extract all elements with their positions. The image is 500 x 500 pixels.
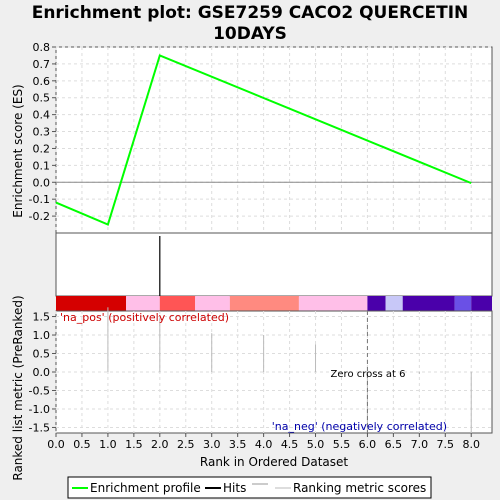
heatmap-segment-1 [126,296,160,311]
x-tick-label-10: 5.0 [307,438,325,451]
heatmap-segment-4 [230,296,299,311]
rank-y-tick-label-0: -1.5 [29,421,50,434]
es-y-axis-label: Enrichment score (ES) [11,84,25,217]
es-y-tick-label-10: 0.8 [33,41,51,54]
x-tick-label-15: 7.5 [437,438,455,451]
es-y-tick-label-0: -0.2 [29,210,50,223]
heatmap-segment-2 [160,296,195,311]
heatmap-segment-7 [386,296,403,311]
x-tick-label-13: 6.5 [385,438,403,451]
heatmap-segment-8 [403,296,455,311]
es-y-tick-label-3: 0.1 [33,159,51,172]
x-axis-label: Rank in Ordered Dataset [200,455,348,469]
x-tick-label-9: 4.5 [281,438,299,451]
rank-y-tick-label-6: 1.5 [33,311,51,324]
es-y-tick-label-8: 0.6 [33,75,51,88]
es-y-tick-label-2: 0.0 [33,176,51,189]
x-tick-label-6: 3.0 [203,438,221,451]
x-tick-label-1: 0.5 [73,438,91,451]
x-tick-label-3: 1.5 [125,438,143,451]
es-y-tick-label-6: 0.4 [33,109,51,122]
heatmap-segment-5 [299,296,368,311]
x-tick-label-4: 2.0 [151,438,169,451]
x-tick-label-7: 3.5 [229,438,247,451]
es-y-tick-label-9: 0.7 [33,58,51,71]
es-y-tick-label-4: 0.2 [33,142,51,155]
ranking-y-axis-label: Ranked list metric (PreRanked) [11,295,25,480]
x-tick-label-12: 6.0 [359,438,377,451]
chart-title-line-2: 10DAYS [213,24,287,44]
heatmap-segment-6 [367,296,385,311]
ranking-heatmap-bar [56,296,492,311]
x-tick-label-0: 0.0 [47,438,65,451]
es-y-tick-label-1: -0.1 [29,193,50,206]
rank-y-tick-label-5: 1.0 [33,329,51,342]
negative-correlation-label: 'na_neg' (negatively correlated) [272,420,447,433]
rank-y-tick-label-1: -1.0 [29,403,50,416]
heatmap-segment-9 [455,296,472,311]
rank-y-tick-label-4: 0.5 [33,348,51,361]
es-y-tick-label-7: 0.5 [33,92,51,105]
hits-panel [56,233,492,296]
legend-label-hits: Hits [223,481,246,495]
x-tick-label-16: 8.0 [462,438,480,451]
x-tick-label-14: 7.0 [411,438,429,451]
rank-y-tick-label-2: -0.5 [29,384,50,397]
x-tick-label-11: 5.5 [333,438,351,451]
legend-label-enrichment-profile: Enrichment profile [90,481,201,495]
heatmap-segment-10 [471,296,492,311]
chart-title-line-1: Enrichment plot: GSE7259 CACO2 QUERCETIN [32,3,469,23]
positive-correlation-label: 'na_pos' (positively correlated) [60,311,229,324]
x-tick-label-2: 1.0 [99,438,117,451]
heatmap-segment-3 [195,296,230,311]
heatmap-segment-0 [56,296,126,311]
zero-cross-label: Zero cross at 6 [331,369,406,380]
x-tick-label-5: 2.5 [177,438,195,451]
es-y-tick-label-5: 0.3 [33,126,51,139]
x-tick-label-8: 4.0 [255,438,273,451]
rank-y-tick-label-3: 0.0 [33,366,51,379]
es-panel [56,47,492,233]
legend-label-ranking-metric: Ranking metric scores [293,481,426,495]
